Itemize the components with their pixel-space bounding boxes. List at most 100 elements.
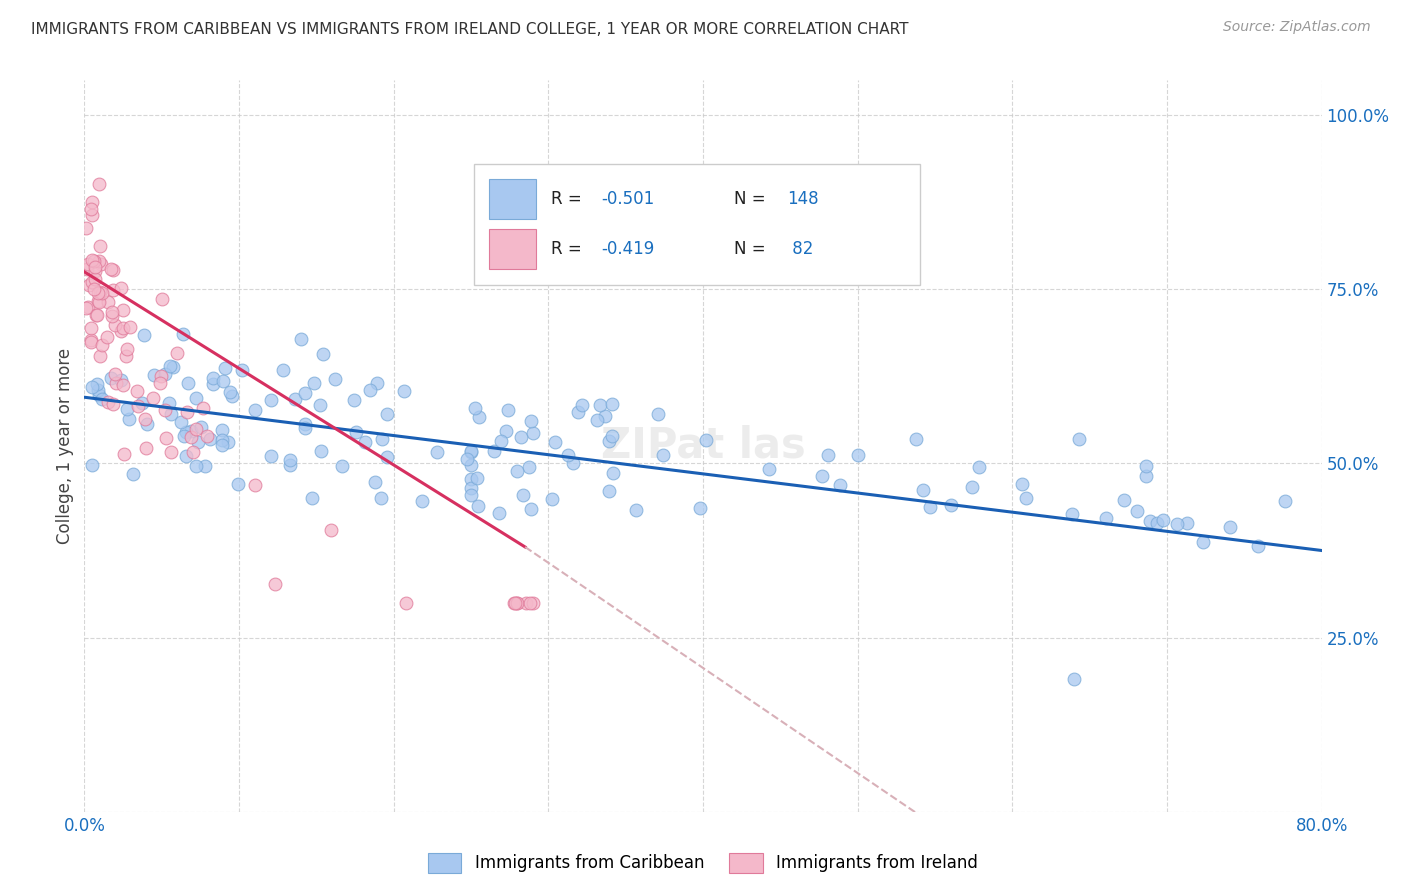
Point — [84, 308, 107, 322]
Point — [100, 370, 122, 384]
Point — [135, 442, 157, 456]
Point — [939, 498, 962, 512]
Point — [82, 380, 104, 394]
Point — [967, 459, 990, 474]
Point — [112, 447, 135, 461]
Point — [1135, 458, 1157, 473]
Point — [111, 377, 134, 392]
Point — [120, 319, 142, 334]
Text: N =: N = — [734, 240, 770, 258]
Point — [309, 398, 332, 412]
Point — [589, 398, 612, 412]
Point — [103, 262, 125, 277]
Point — [211, 374, 233, 388]
Point — [695, 433, 717, 447]
Point — [180, 424, 202, 438]
Point — [83, 254, 105, 268]
Point — [79, 335, 101, 350]
Point — [159, 359, 181, 373]
Point — [503, 596, 526, 610]
Point — [89, 239, 111, 253]
Point — [231, 362, 253, 376]
Point — [97, 295, 120, 310]
Point — [512, 487, 534, 501]
Point — [90, 257, 112, 271]
Point — [103, 283, 125, 297]
Point — [370, 491, 392, 505]
Point — [652, 448, 675, 462]
Point — [811, 469, 834, 483]
Point — [567, 405, 589, 419]
Point — [89, 285, 111, 300]
Point — [506, 596, 529, 610]
Text: 82: 82 — [787, 240, 814, 258]
Point — [557, 448, 579, 462]
Point — [912, 483, 935, 497]
Text: -0.419: -0.419 — [602, 240, 655, 258]
Text: -0.501: -0.501 — [602, 190, 655, 208]
Point — [75, 301, 97, 315]
Point — [319, 523, 342, 537]
Point — [260, 392, 283, 407]
Point — [245, 478, 267, 492]
Point — [302, 376, 325, 390]
Point — [520, 501, 543, 516]
Point — [155, 431, 177, 445]
Point — [495, 424, 517, 438]
Point — [86, 285, 108, 300]
Point — [191, 401, 214, 415]
Point — [198, 433, 221, 447]
Point — [1146, 516, 1168, 530]
Point — [1095, 510, 1118, 524]
Point — [82, 458, 104, 472]
Point — [600, 429, 623, 443]
Point — [76, 262, 98, 277]
Point — [101, 305, 124, 319]
Point — [159, 407, 181, 421]
Point — [103, 397, 125, 411]
Point — [522, 425, 544, 440]
Point — [600, 397, 623, 411]
Point — [211, 434, 233, 448]
Point — [1192, 535, 1215, 549]
Point — [91, 286, 114, 301]
Point — [375, 407, 398, 421]
Point — [460, 488, 482, 502]
Point — [460, 458, 482, 472]
Point — [86, 377, 108, 392]
Point — [89, 177, 111, 191]
Point — [460, 444, 482, 458]
Point — [80, 202, 103, 216]
Point — [330, 458, 353, 473]
Point — [460, 445, 482, 459]
Point — [219, 384, 242, 399]
Point — [87, 387, 110, 401]
Point — [520, 414, 543, 428]
Point — [115, 343, 138, 357]
Point — [541, 491, 564, 506]
Point — [271, 363, 294, 377]
Point — [602, 467, 624, 481]
Point — [125, 384, 148, 398]
Point — [176, 405, 198, 419]
Point — [187, 435, 209, 450]
Point — [343, 392, 366, 407]
Point — [104, 368, 127, 382]
Point — [294, 417, 316, 431]
Point — [294, 421, 316, 435]
Point — [149, 376, 172, 390]
Point — [80, 194, 103, 209]
Point — [160, 444, 183, 458]
Point — [1274, 493, 1296, 508]
Point — [278, 458, 301, 472]
Point — [169, 415, 191, 429]
Point — [817, 448, 839, 462]
Bar — [489, 228, 536, 269]
Point — [186, 458, 208, 473]
Point — [100, 261, 122, 276]
Point — [294, 386, 316, 401]
Point — [647, 408, 669, 422]
Point — [174, 425, 197, 439]
Point — [464, 401, 486, 415]
Point — [211, 438, 233, 452]
